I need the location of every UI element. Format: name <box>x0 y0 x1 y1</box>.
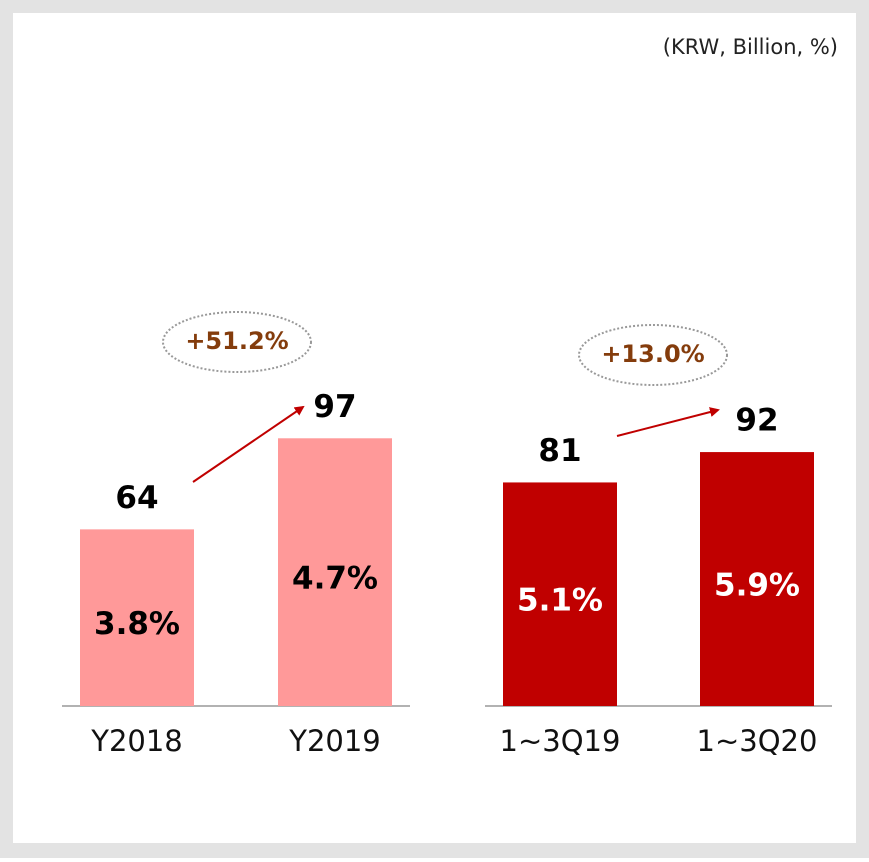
unit-note: (KRW, Billion, %) <box>663 35 838 59</box>
x-tick-label: 1~3Q20 <box>697 724 818 758</box>
x-tick-label: 1~3Q19 <box>500 724 621 758</box>
growth-bubble <box>162 311 312 373</box>
growth-bubble <box>578 324 728 386</box>
growth-arrow <box>192 405 305 483</box>
value-label: 64 <box>115 480 158 516</box>
value-label: 92 <box>735 403 778 439</box>
bar-label: 4.7% <box>292 561 378 597</box>
bar-label: 5.1% <box>517 583 603 619</box>
bar-label: 5.9% <box>714 568 800 604</box>
bar <box>700 452 814 706</box>
x-tick-label: Y2018 <box>90 724 183 758</box>
growth-label: +13.0% <box>601 340 704 368</box>
bar <box>80 529 194 706</box>
value-label: 97 <box>313 389 356 425</box>
growth-arrow <box>616 407 720 437</box>
bar <box>503 482 617 706</box>
bar <box>278 438 392 706</box>
panel <box>13 13 856 843</box>
x-tick-label: Y2019 <box>288 724 381 758</box>
growth-label: +51.2% <box>185 327 288 355</box>
value-label: 81 <box>538 433 581 469</box>
bar-label: 3.8% <box>94 606 180 642</box>
